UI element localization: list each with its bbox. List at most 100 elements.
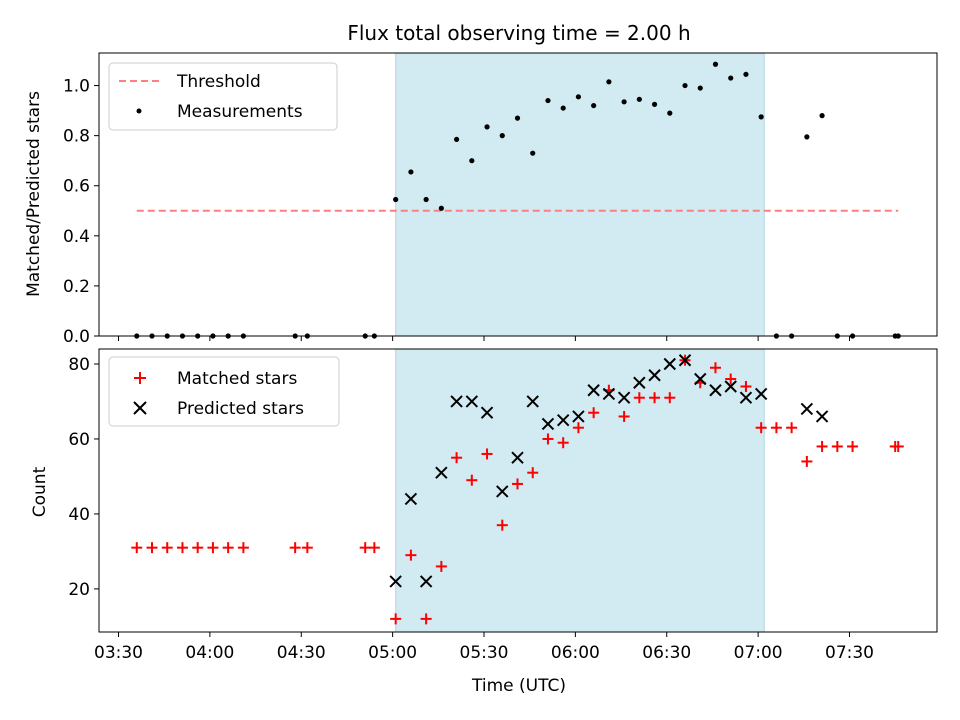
matched-stars-point [289,542,301,554]
measurement-point [514,115,521,121]
matched-stars-point [892,440,904,452]
predicted-stars-point [556,414,570,427]
x-tick-label: 04:30 [277,643,326,663]
star-count-panel: 20 40 60 80 03:30 04:00 04:30 05:00 05:30 06:00 0… [30,348,938,696]
bottom-y-axis-label: Count [30,466,50,517]
matched-stars-point [755,422,767,434]
predicted-stars-point [602,387,616,401]
measurement-point [499,133,505,139]
threshold-legend-label: Threshold [176,72,261,92]
x-tick-label: 05:00 [368,643,417,663]
predicted-stars-point [465,395,479,408]
matched-stars-point [725,373,737,385]
matched-stars-point [740,380,752,392]
measurement-point [682,82,688,89]
predicted-stars-point [450,395,463,408]
matched-stars-point [435,560,447,572]
matched-stars-point [237,542,249,554]
top-y-tick-label: 0.0 [63,327,90,347]
x-tick-label: 07:30 [825,643,874,663]
x-tick-label: 04:00 [185,643,234,663]
predicted-stars-point [617,391,631,404]
matched-stars-point [222,542,234,554]
top-y-tick-label: 0.4 [63,227,90,247]
matched-stars-point [557,437,569,449]
measurements-legend-swatch [136,108,142,114]
measurement-point [393,196,399,203]
predicted-stars-point [526,395,539,408]
matched-stars-point [207,542,219,554]
measurement-point [560,105,566,111]
bottom-y-tick-label: 80 [68,355,90,375]
measurement-point [575,94,582,100]
measurement-point [712,61,719,67]
matched-stars-point [633,392,645,404]
matched-stars-point [542,433,554,445]
x-tick-label: 06:00 [551,643,600,663]
predicted-stars-legend-swatch [133,401,147,415]
predicted-stars-legend-label: Predicted stars [177,399,304,419]
predicted-stars-point [389,575,402,588]
bottom-y-tick-label: 40 [68,505,90,525]
x-tick-label: 03:30 [94,643,143,663]
bottom-y-tick-label: 20 [68,580,90,600]
predicted-stars-point [739,391,753,404]
top-plot-frame [98,52,938,337]
x-tick-label: 06:30 [642,643,691,663]
predicted-stars-point [709,384,722,397]
predicted-stars-point [435,466,448,479]
predicted-stars-point [404,492,418,506]
top-y-tick-label: 0.2 [63,277,90,297]
measurement-point [804,134,810,140]
predicted-stars-point [419,575,433,588]
measurement-point [545,97,551,104]
measurements-legend-label: Measurements [177,102,303,122]
measurement-point [606,79,612,85]
measurement-point [697,85,703,91]
predicted-stars-point [694,372,707,386]
top-y-tick-label: 0.6 [63,177,90,197]
matched-stars-point [709,362,721,374]
matched-stars-point [512,478,524,490]
top-legend: Threshold Measurements [108,62,338,131]
matched-stars-point [847,440,859,452]
predicted-stars-point [678,354,692,367]
matched-stars-legend-swatch [134,372,146,384]
predicted-stars-point [754,387,768,401]
measurement-point [758,114,764,120]
matched-stars-point [420,613,432,625]
matched-stars-point [664,392,676,404]
predicted-stars-point [511,451,524,464]
matched-stars-point [131,542,143,554]
measurement-point [408,169,414,175]
x-axis-label: Time (UTC) [471,676,566,696]
matched-stars-point [496,519,508,531]
top-y-tick-label: 1.0 [63,77,90,97]
predicted-stars-point [587,384,600,397]
matched-stars-point [176,542,188,554]
measurement-point [667,110,673,116]
matched-stars-point [301,542,313,554]
matched-stars-point [451,452,463,464]
predicted-stars-point [800,402,814,416]
matched-stars-point [192,542,204,554]
chart-title: Flux total observing time = 2.00 h [347,21,690,45]
matched-stars-point [588,407,600,419]
predicted-stars-point [496,485,509,498]
bottom-plot-frame [98,348,938,633]
matched-stars-point [572,422,584,434]
predicted-stars-point [815,410,829,423]
matched-stars-point [649,392,661,404]
predicted-stars-point [724,380,737,393]
matched-stars-point [161,542,173,554]
matched-stars-point [786,422,798,434]
predicted-stars-point [633,376,646,389]
predicted-stars-point [572,410,585,423]
matched-stars-point [368,542,380,554]
matched-stars-point [770,422,782,434]
matched-stars-point [816,440,828,452]
observing-interval-shade [395,348,765,633]
measurement-point [636,96,642,102]
measurement-point [453,136,460,143]
